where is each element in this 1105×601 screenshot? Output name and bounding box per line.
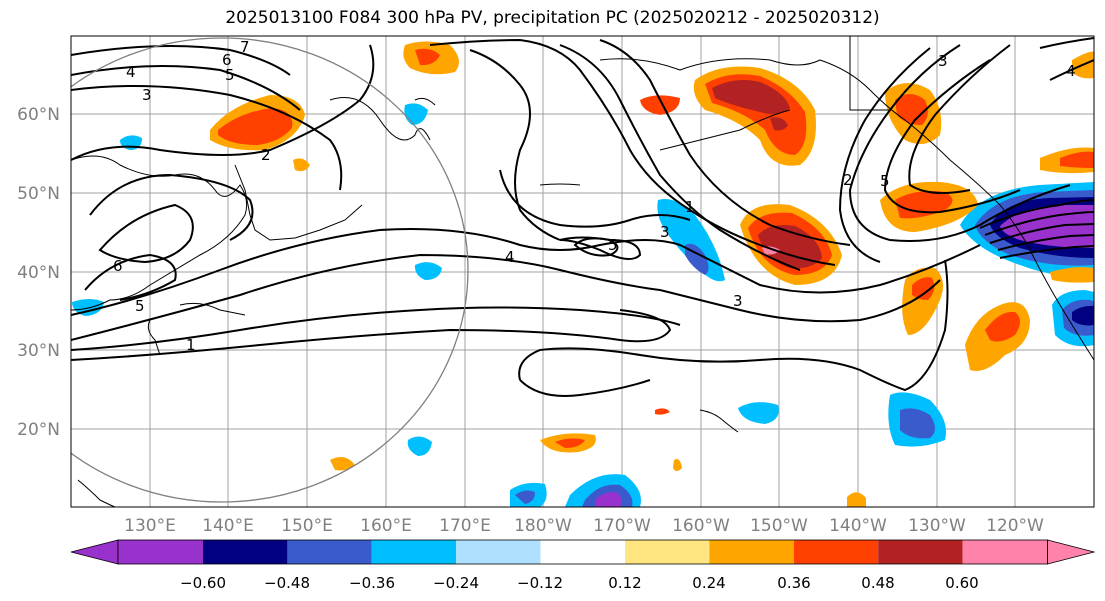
colorbar-bin	[878, 540, 963, 564]
precipitation-shading	[72, 41, 1094, 507]
contour-label: 7	[240, 38, 250, 56]
colorbar-tick-label: −0.12	[517, 574, 563, 592]
contour-label: 6	[113, 257, 123, 275]
colorbar-tick-label: −0.36	[349, 574, 395, 592]
colorbar-outline	[117, 539, 1048, 565]
latitude-labels: 20°N 30°N 40°N 50°N 60°N	[17, 105, 60, 440]
longitude-labels: 130°E 140°E 150°E 160°E 170°E 180°W 170°…	[124, 516, 1044, 536]
lon-label: 180°W	[514, 516, 572, 536]
contour-label: 3	[660, 223, 670, 241]
colorbar-tick-label: 0.12	[608, 574, 641, 592]
contour-label: 5	[225, 66, 235, 84]
pv-contour-labels: 7 6 5 4 3 2 6 5 1 1 5 4 3 3 2 5 3 4	[113, 38, 1076, 354]
contour-label: 1	[186, 336, 196, 354]
lon-label: 140°W	[829, 516, 887, 536]
colorbar-bin	[793, 540, 879, 564]
contour-label: 5	[135, 297, 145, 315]
contour-label: 4	[126, 63, 136, 81]
lon-label: 170°W	[593, 516, 651, 536]
lon-label: 150°E	[281, 516, 333, 536]
colorbar-extend-min	[70, 539, 119, 565]
lon-label: 130°W	[908, 516, 966, 536]
colorbar-bin	[287, 540, 372, 564]
lat-label: 60°N	[17, 105, 60, 125]
colorbar-tick-label: −0.60	[180, 574, 226, 592]
colorbar-bin	[371, 540, 457, 564]
lat-label: 40°N	[17, 263, 60, 283]
colorbar-extend-max	[1047, 539, 1096, 565]
contour-label: 2	[261, 146, 271, 164]
contour-label: 2	[843, 171, 853, 189]
colorbar-bin	[625, 540, 710, 564]
lon-label: 160°W	[672, 516, 730, 536]
coastlines	[71, 36, 1094, 507]
colorbar-tick-label: −0.48	[264, 574, 310, 592]
lon-label: 170°E	[439, 516, 491, 536]
contour-label: 4	[505, 248, 515, 266]
colorbar-bin	[540, 540, 625, 564]
colorbar-tick-label: 0.24	[692, 574, 725, 592]
colorbar-bin	[709, 540, 794, 564]
colorbar-tick-label: 0.48	[861, 574, 894, 592]
colorbar-tick-label: 0.36	[777, 574, 810, 592]
colorbar-tick-labels: −0.60 −0.48 −0.36 −0.24 −0.12 0.12 0.24 …	[180, 574, 979, 592]
reference-circle	[71, 37, 469, 503]
map-content: 7 6 5 4 3 2 6 5 1 1 5 4 3 3 2 5 3 4	[71, 36, 1094, 507]
contour-label: 1	[685, 198, 695, 216]
colorbar-bin	[456, 540, 541, 564]
lon-label: 120°W	[986, 516, 1044, 536]
contour-label: 5	[880, 172, 890, 190]
contour-label: 5	[608, 236, 618, 254]
map-frame	[70, 35, 1095, 508]
colorbar	[70, 539, 1096, 565]
lon-label: 150°W	[750, 516, 808, 536]
pv-contours	[71, 37, 1094, 397]
colorbar-tick-label: 0.60	[945, 574, 978, 592]
lat-label: 30°N	[17, 341, 60, 361]
contour-label: 4	[1066, 62, 1076, 80]
lat-label: 20°N	[17, 420, 60, 440]
contour-label: 3	[733, 292, 743, 310]
contour-label: 6	[222, 51, 232, 69]
colorbar-tick-label: −0.24	[433, 574, 479, 592]
lon-label: 160°E	[360, 516, 412, 536]
map-title: 2025013100 F084 300 hPa PV, precipitatio…	[225, 8, 880, 28]
colorbar-bin	[962, 540, 1048, 564]
contour-label: 3	[938, 52, 948, 70]
colorbar-bin	[203, 540, 288, 564]
contour-label: 3	[142, 86, 152, 104]
colorbar-bin	[118, 540, 203, 564]
lon-label: 130°E	[124, 516, 176, 536]
lat-label: 50°N	[17, 184, 60, 204]
lon-label: 140°E	[202, 516, 254, 536]
